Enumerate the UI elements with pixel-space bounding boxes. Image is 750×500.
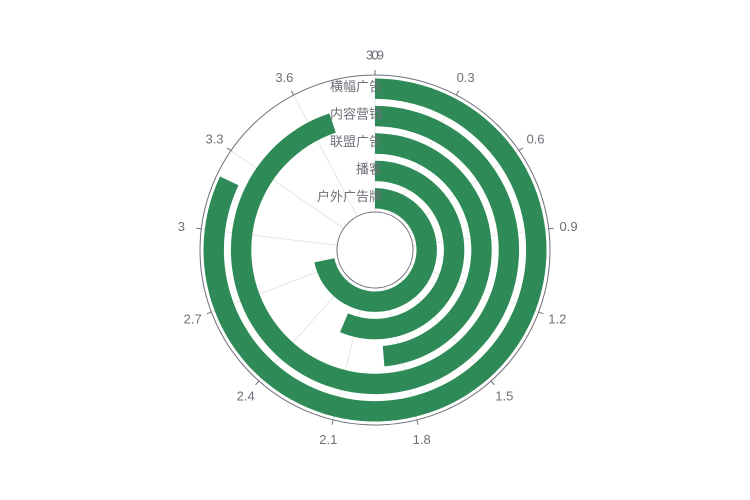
bar-0 [314,188,437,312]
category-label: 联盟广告 [330,134,382,149]
angle-tick [290,90,295,96]
category-label: 横幅广告 [330,79,382,94]
angle-tick [455,90,460,96]
category-labels: 户外广告牌 播客 联盟广告 内容营销 横幅广告 [317,79,382,204]
angle-tick [518,147,524,152]
angle-tick-label: 2.4 [237,388,255,403]
angle-tick-label: 3.6 [275,70,293,85]
category-label: 户外广告牌 [317,189,382,204]
angle-tick-label: 2.7 [184,312,202,327]
category-label: 内容营销 [330,107,382,122]
bars-layer [203,78,547,422]
angle-tick [196,227,202,230]
bar-1 [339,160,465,340]
angle-tick [538,311,544,315]
angle-tick-label: 3.9 [366,48,384,63]
angle-tick [416,419,419,425]
angle-tick-label: 0.3 [457,70,475,85]
angle-tick [255,380,260,386]
angle-tick-label: 1.5 [495,388,513,403]
angle-tick [331,419,334,425]
inner-axis-circle [336,211,414,289]
angle-tick [206,311,212,315]
angle-axis: 0 0.3 0.6 0.9 1.2 1.5 1.8 2.1 2.4 2.7 3 3.3 3.6 3.9 [178,48,578,447]
angle-tick [226,147,232,152]
angle-tick-label: 3 [178,219,185,234]
angle-tick-label: 0.9 [560,219,578,234]
angle-tick-label: 2.1 [319,432,337,447]
category-label: 播客 [356,161,382,176]
angle-tick-label: 3.3 [205,132,223,147]
angle-tick [490,380,495,386]
split-line [293,94,358,217]
angle-tick [548,227,554,230]
split-line [230,150,345,229]
angle-tick-label: 1.8 [413,432,431,447]
angle-tick-label: 1.2 [548,312,566,327]
angle-tick-label: 0.6 [526,132,544,147]
bar-2 [375,133,492,367]
angle-tick-label: 0 [371,48,378,63]
